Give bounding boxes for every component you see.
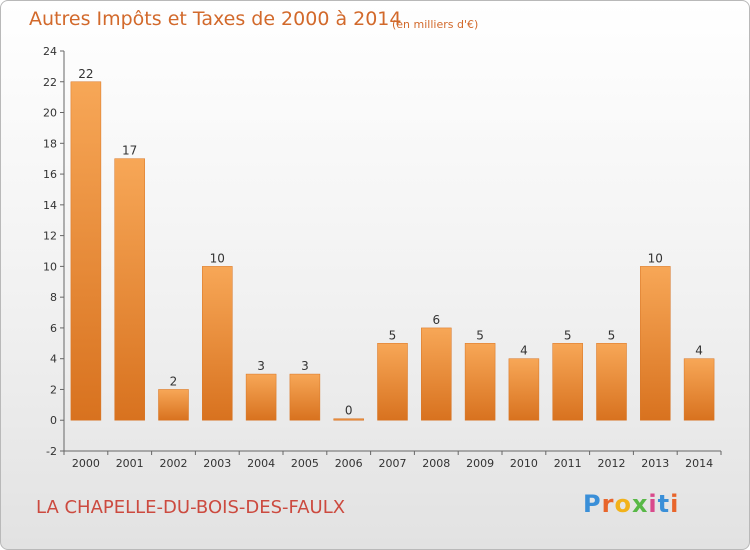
bar-2013[interactable] bbox=[640, 266, 671, 421]
logo-letter: o bbox=[614, 490, 632, 518]
x-tick-label: 2000 bbox=[72, 457, 100, 470]
x-tick-label: 2013 bbox=[641, 457, 669, 470]
chart-unit-note: (en milliers d'€) bbox=[392, 18, 479, 31]
bar-2004[interactable] bbox=[245, 373, 277, 421]
bar-2009[interactable] bbox=[464, 343, 496, 421]
commune-name: LA CHAPELLE-DU-BOIS-DES-FAULX bbox=[36, 497, 346, 518]
x-tick-label: 2011 bbox=[554, 457, 582, 470]
y-tick-label: 4 bbox=[50, 353, 57, 366]
data-label-2005: 3 bbox=[301, 359, 309, 373]
data-label-2004: 3 bbox=[257, 359, 265, 373]
x-tick-label: 2007 bbox=[379, 457, 407, 470]
x-tick-label: 2010 bbox=[510, 457, 538, 470]
logo-letter: t bbox=[657, 490, 671, 518]
y-tick-label: 2 bbox=[50, 383, 57, 396]
x-tick-label: 2002 bbox=[160, 457, 188, 470]
y-tick-label: 22 bbox=[43, 76, 57, 89]
x-tick-label: 2005 bbox=[291, 457, 319, 470]
x-tick-label: 2004 bbox=[247, 457, 275, 470]
y-tick-label: 6 bbox=[50, 322, 57, 335]
x-tick-label: 2001 bbox=[116, 457, 144, 470]
x-tick-label: 2008 bbox=[422, 457, 450, 470]
data-label-2013: 10 bbox=[648, 251, 663, 265]
bars bbox=[70, 81, 715, 421]
y-tick-label: 16 bbox=[43, 168, 57, 181]
logo-letter: r bbox=[601, 490, 615, 518]
data-label-2009: 5 bbox=[476, 328, 484, 342]
y-tick-label: 14 bbox=[43, 199, 57, 212]
data-label-2014: 4 bbox=[695, 344, 703, 358]
y-tick-label: 10 bbox=[43, 260, 57, 273]
x-axis: 2000 2001 2002 2003 2004 2005 2006 2007 2008 2009… bbox=[63, 450, 722, 470]
logo-letter: P bbox=[583, 490, 602, 518]
bar-2003[interactable] bbox=[202, 266, 233, 421]
x-tick-label: 2003 bbox=[203, 457, 231, 470]
x-tick-label: 2009 bbox=[466, 457, 494, 470]
y-tick-label: -2 bbox=[46, 445, 57, 458]
x-tick-label: 2006 bbox=[335, 457, 363, 470]
bar-2012[interactable] bbox=[596, 343, 627, 421]
chart-title: Autres Impôts et Taxes de 2000 à 2014 bbox=[29, 8, 402, 30]
data-label-2007: 5 bbox=[389, 328, 397, 342]
bar-2005[interactable] bbox=[289, 373, 321, 421]
data-label-2010: 4 bbox=[520, 344, 528, 358]
data-label-2000: 22 bbox=[78, 67, 93, 81]
x-tick-label: 2012 bbox=[598, 457, 626, 470]
data-label-2001: 17 bbox=[122, 144, 137, 158]
bar-2011[interactable] bbox=[552, 343, 583, 421]
y-tick-label: 12 bbox=[43, 230, 57, 243]
y-tick-label: 18 bbox=[43, 137, 57, 150]
bar-2006[interactable] bbox=[333, 418, 364, 421]
data-label-2011: 5 bbox=[564, 328, 572, 342]
data-label-2003: 10 bbox=[210, 251, 225, 265]
data-label-2012: 5 bbox=[608, 328, 616, 342]
bar-2014[interactable] bbox=[683, 358, 715, 421]
x-tick-label: 2014 bbox=[685, 457, 713, 470]
logo-letter: i bbox=[648, 490, 658, 518]
bar-2010[interactable] bbox=[508, 358, 540, 421]
bar-2008[interactable] bbox=[421, 327, 452, 421]
bar-2000[interactable] bbox=[70, 81, 102, 421]
y-tick-label: 24 bbox=[43, 45, 57, 58]
bar-2001[interactable] bbox=[114, 158, 145, 421]
data-label-2006: 0 bbox=[345, 404, 353, 418]
bar-2007[interactable] bbox=[377, 343, 408, 421]
data-label-2008: 6 bbox=[432, 313, 440, 327]
y-tick-label: 0 bbox=[50, 414, 57, 427]
logo-letter: x bbox=[631, 490, 649, 518]
data-label-2002: 2 bbox=[170, 374, 178, 388]
logo-letter: i bbox=[670, 490, 680, 518]
proxiti-logo[interactable]: Proxiti bbox=[583, 490, 679, 518]
data-labels: 22 17 2 10 3 3 0 5 6 5 4 5 5 10 4 bbox=[78, 67, 703, 418]
y-tick-label: 8 bbox=[50, 291, 57, 304]
bar-2002[interactable] bbox=[158, 389, 189, 421]
y-tick-label: 20 bbox=[43, 107, 57, 120]
